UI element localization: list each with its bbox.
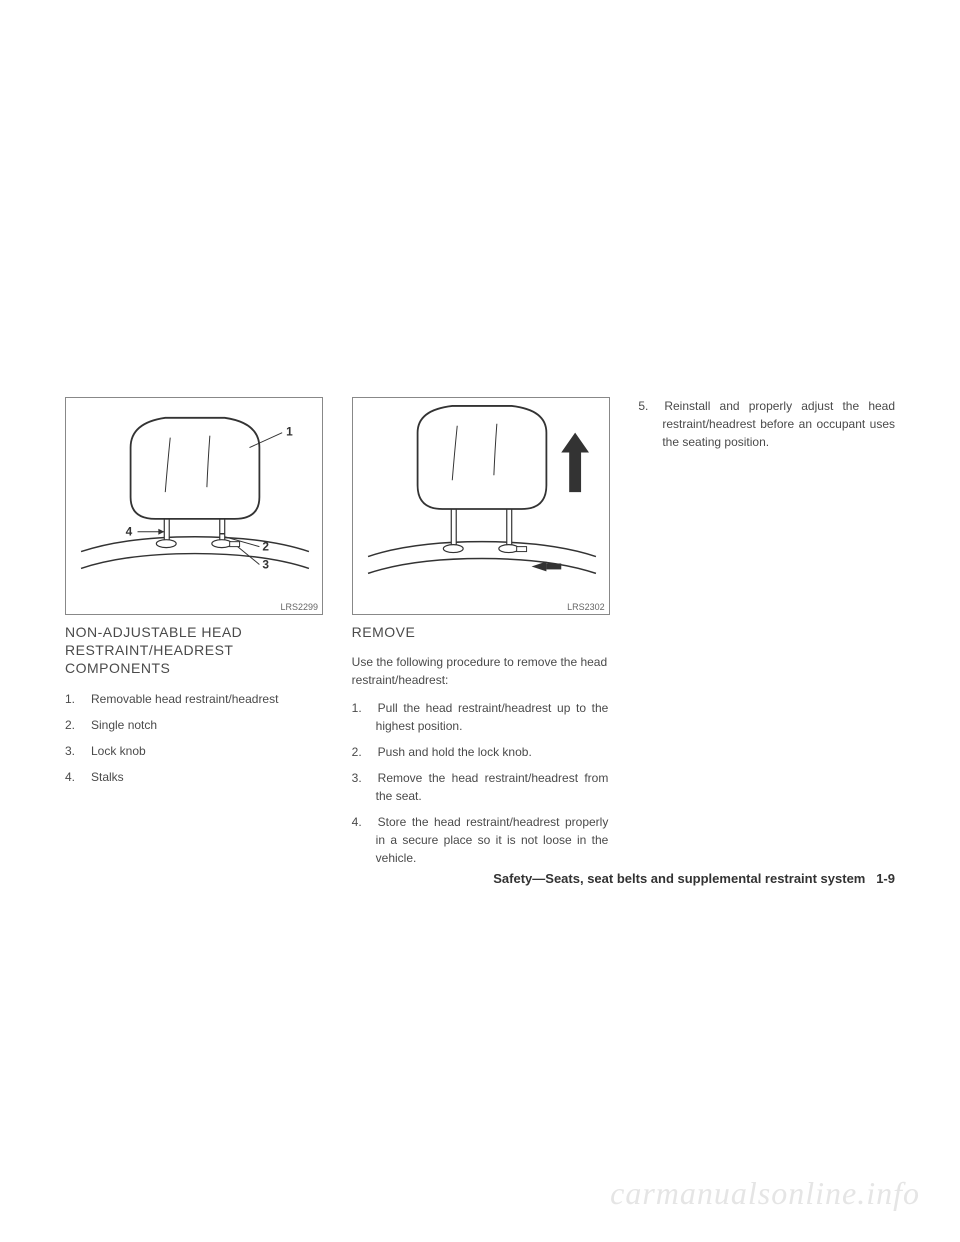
list-item: 2.Single notch bbox=[77, 716, 322, 734]
remove-intro: Use the following procedure to remove th… bbox=[352, 653, 609, 689]
list-item: 5.Reinstall and properly adjust the head… bbox=[650, 397, 895, 451]
list-item-text: Lock knob bbox=[91, 744, 146, 758]
diagram-label-1: LRS2299 bbox=[280, 602, 318, 612]
column-1: 1 2 3 4 LRS2299 NON-ADJUSTABLE HEAD REST… bbox=[65, 397, 322, 875]
list-item: 4.Stalks bbox=[77, 768, 322, 786]
column-3: 5.Reinstall and properly adjust the head… bbox=[638, 397, 895, 875]
list-item-text: Stalks bbox=[91, 770, 124, 784]
list-item-text: Removable head restraint/headrest bbox=[91, 692, 278, 706]
headrest-remove-svg bbox=[353, 398, 609, 614]
list-item-text: Remove the head restraint/headrest from … bbox=[376, 771, 609, 803]
list-item: 1.Pull the head restraint/headrest up to… bbox=[364, 699, 609, 735]
callout-2: 2 bbox=[262, 540, 269, 554]
list-item-text: Store the head restraint/headrest proper… bbox=[376, 815, 609, 865]
list-item: 2.Push and hold the lock knob. bbox=[364, 743, 609, 761]
list-item-text: Reinstall and properly adjust the head r… bbox=[662, 399, 895, 449]
callout-1: 1 bbox=[286, 425, 293, 439]
list-item: 3.Remove the head restraint/headrest fro… bbox=[364, 769, 609, 805]
diagram-remove: LRS2302 bbox=[352, 397, 610, 615]
heading-components: NON-ADJUSTABLE HEAD RESTRAINT/HEADREST C… bbox=[65, 623, 322, 678]
list-item-text: Push and hold the lock knob. bbox=[378, 745, 532, 759]
callout-4: 4 bbox=[126, 525, 133, 539]
list-item-text: Single notch bbox=[91, 718, 157, 732]
remove-list-cont: 5.Reinstall and properly adjust the head… bbox=[638, 397, 895, 451]
callout-3: 3 bbox=[262, 557, 269, 571]
page-footer: Safety—Seats, seat belts and supplementa… bbox=[493, 871, 895, 886]
diagram-components: 1 2 3 4 LRS2299 bbox=[65, 397, 323, 615]
footer-section: Safety—Seats, seat belts and supplementa… bbox=[493, 871, 865, 886]
list-item: 3.Lock knob bbox=[77, 742, 322, 760]
list-item-text: Pull the head restraint/headrest up to t… bbox=[376, 701, 609, 733]
diagram-label-2: LRS2302 bbox=[567, 602, 605, 612]
watermark: carmanualsonline.info bbox=[610, 1175, 920, 1212]
list-item: 1.Removable head restraint/headrest bbox=[77, 690, 322, 708]
column-2: LRS2302 REMOVE Use the following procedu… bbox=[352, 397, 609, 875]
heading-remove: REMOVE bbox=[352, 623, 609, 641]
headrest-components-svg: 1 2 3 4 bbox=[66, 398, 322, 614]
footer-page: 1-9 bbox=[876, 871, 895, 886]
remove-list: 1.Pull the head restraint/headrest up to… bbox=[352, 699, 609, 867]
components-list: 1.Removable head restraint/headrest 2.Si… bbox=[65, 690, 322, 786]
list-item: 4.Store the head restraint/headrest prop… bbox=[364, 813, 609, 867]
content-area: 1 2 3 4 LRS2299 NON-ADJUSTABLE HEAD REST… bbox=[65, 397, 895, 875]
